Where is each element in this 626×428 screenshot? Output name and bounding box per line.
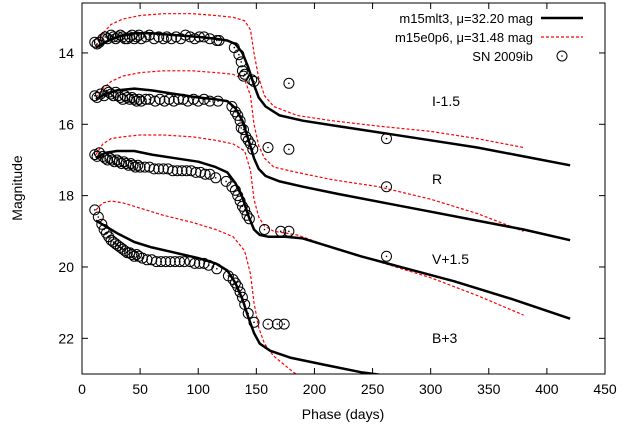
data-point-2-46 xyxy=(275,225,287,237)
legend-swatch-2-dot xyxy=(561,55,563,57)
data-point-1-34 xyxy=(212,95,224,107)
x-tick-label-8: 400 xyxy=(535,381,559,397)
data-point-1-45 xyxy=(262,142,274,153)
x-tick-label-6: 300 xyxy=(419,381,443,397)
data-point-3-34 xyxy=(211,263,223,275)
model-dashed-line-2 xyxy=(95,134,524,316)
data-point-2-36 xyxy=(220,175,232,187)
data-point-3-46 xyxy=(278,318,290,330)
data-point-1-44 xyxy=(247,143,259,155)
band-label-0: I-1.5 xyxy=(432,93,460,109)
data-point-3-28 xyxy=(178,256,190,268)
data-point-3-40 xyxy=(236,291,248,303)
data-point-2-18 xyxy=(132,159,144,171)
axis-ticks: 0 50 100 150 200 250 300 350 400 450 14 16 18 20 22 xyxy=(58,3,617,397)
data-point-2-35 xyxy=(210,172,222,184)
model-solid-line-1 xyxy=(95,87,571,242)
data-point-3-0 xyxy=(89,204,101,216)
y-tick-label-1: 16 xyxy=(58,116,74,132)
legend-label-2: SN 2009ib xyxy=(472,49,533,64)
x-tick-label-1: 50 xyxy=(132,381,148,397)
plot-frame xyxy=(81,2,606,375)
model-solid-layer xyxy=(95,32,571,374)
data-point-1-0 xyxy=(89,90,101,102)
data-point-0-39 xyxy=(235,56,247,68)
data-point-3-1 xyxy=(92,211,104,223)
band-label-3: B+3 xyxy=(432,330,458,346)
y-axis-label: Magnitude xyxy=(9,155,25,221)
data-point-1-48 xyxy=(381,181,392,193)
x-tick-label-7: 350 xyxy=(477,381,501,397)
y-tick-label-0: 14 xyxy=(58,45,74,61)
y-tick-label-2: 18 xyxy=(58,188,74,204)
data-point-1-47 xyxy=(381,133,392,145)
x-tick-label-3: 150 xyxy=(245,381,269,397)
data-point-1-32 xyxy=(198,93,210,105)
data-point-3-44 xyxy=(262,318,274,330)
data-point-1-46 xyxy=(283,143,295,155)
data-point-0-44 xyxy=(248,76,260,87)
data-point-1-35 xyxy=(226,101,238,112)
data-point-2-34 xyxy=(204,168,216,180)
data-point-0-42 xyxy=(239,68,251,80)
model-dashed-line-3 xyxy=(95,200,297,374)
model-solid-line-3 xyxy=(95,219,384,374)
data-point-0-36 xyxy=(213,35,225,46)
x-tick-label-2: 100 xyxy=(187,381,211,397)
y-tick-label-3: 20 xyxy=(58,259,74,275)
data-point-3-17 xyxy=(131,249,143,260)
data-point-0-4 xyxy=(99,31,111,43)
band-label-2: V+1.5 xyxy=(432,251,469,267)
x-axis-label: Phase (days) xyxy=(302,406,384,422)
data-point-1-40 xyxy=(238,124,249,136)
data-point-0-35 xyxy=(211,35,223,46)
data-point-3-43 xyxy=(248,316,260,328)
model-solid-line-2 xyxy=(95,149,571,320)
model-solid-line-0 xyxy=(95,32,571,167)
legend-label-1: m15e0p6, μ=31.48 mag xyxy=(395,30,533,45)
model-dashed-line-0 xyxy=(95,13,524,149)
data-point-1-39 xyxy=(235,122,247,134)
data-point-0-45 xyxy=(283,77,295,89)
data-point-1-33 xyxy=(204,95,216,107)
band-label-1: R xyxy=(432,171,442,187)
plot-area xyxy=(89,13,571,374)
x-tick-label-9: 450 xyxy=(593,381,617,397)
data-point-3-4 xyxy=(100,227,112,239)
data-point-0-43 xyxy=(246,74,258,86)
data-point-1-31 xyxy=(192,95,204,107)
data-point-0-33 xyxy=(198,31,210,43)
observed-layer xyxy=(89,29,392,330)
data-point-0-38 xyxy=(233,49,245,61)
legend-swatch-2 xyxy=(556,50,568,62)
data-point-3-37 xyxy=(229,277,241,289)
model-dashed-layer xyxy=(95,13,524,374)
model-dashed-line-1 xyxy=(95,70,524,232)
x-tick-label-5: 250 xyxy=(361,381,385,397)
data-point-3-42 xyxy=(242,307,254,319)
x-tick-label-0: 0 xyxy=(78,381,86,397)
band-labels: I-1.5 R V+1.5 B+3 xyxy=(432,93,469,346)
data-point-2-47 xyxy=(283,225,295,237)
data-point-2-44 xyxy=(243,213,255,225)
data-point-2-45 xyxy=(259,224,270,235)
legend-label-0: m15mlt3, μ=32.20 mag xyxy=(399,11,533,26)
data-point-3-45 xyxy=(271,318,283,330)
y-tick-label-4: 22 xyxy=(58,330,74,346)
legend: m15mlt3, μ=32.20 mag m15e0p6, μ=31.48 ma… xyxy=(395,11,583,64)
x-tick-label-4: 200 xyxy=(303,381,327,397)
data-point-2-48 xyxy=(381,250,392,262)
